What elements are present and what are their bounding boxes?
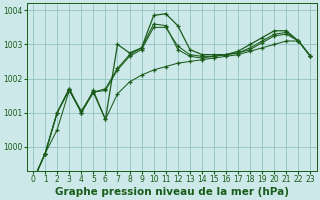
X-axis label: Graphe pression niveau de la mer (hPa): Graphe pression niveau de la mer (hPa): [55, 187, 289, 197]
